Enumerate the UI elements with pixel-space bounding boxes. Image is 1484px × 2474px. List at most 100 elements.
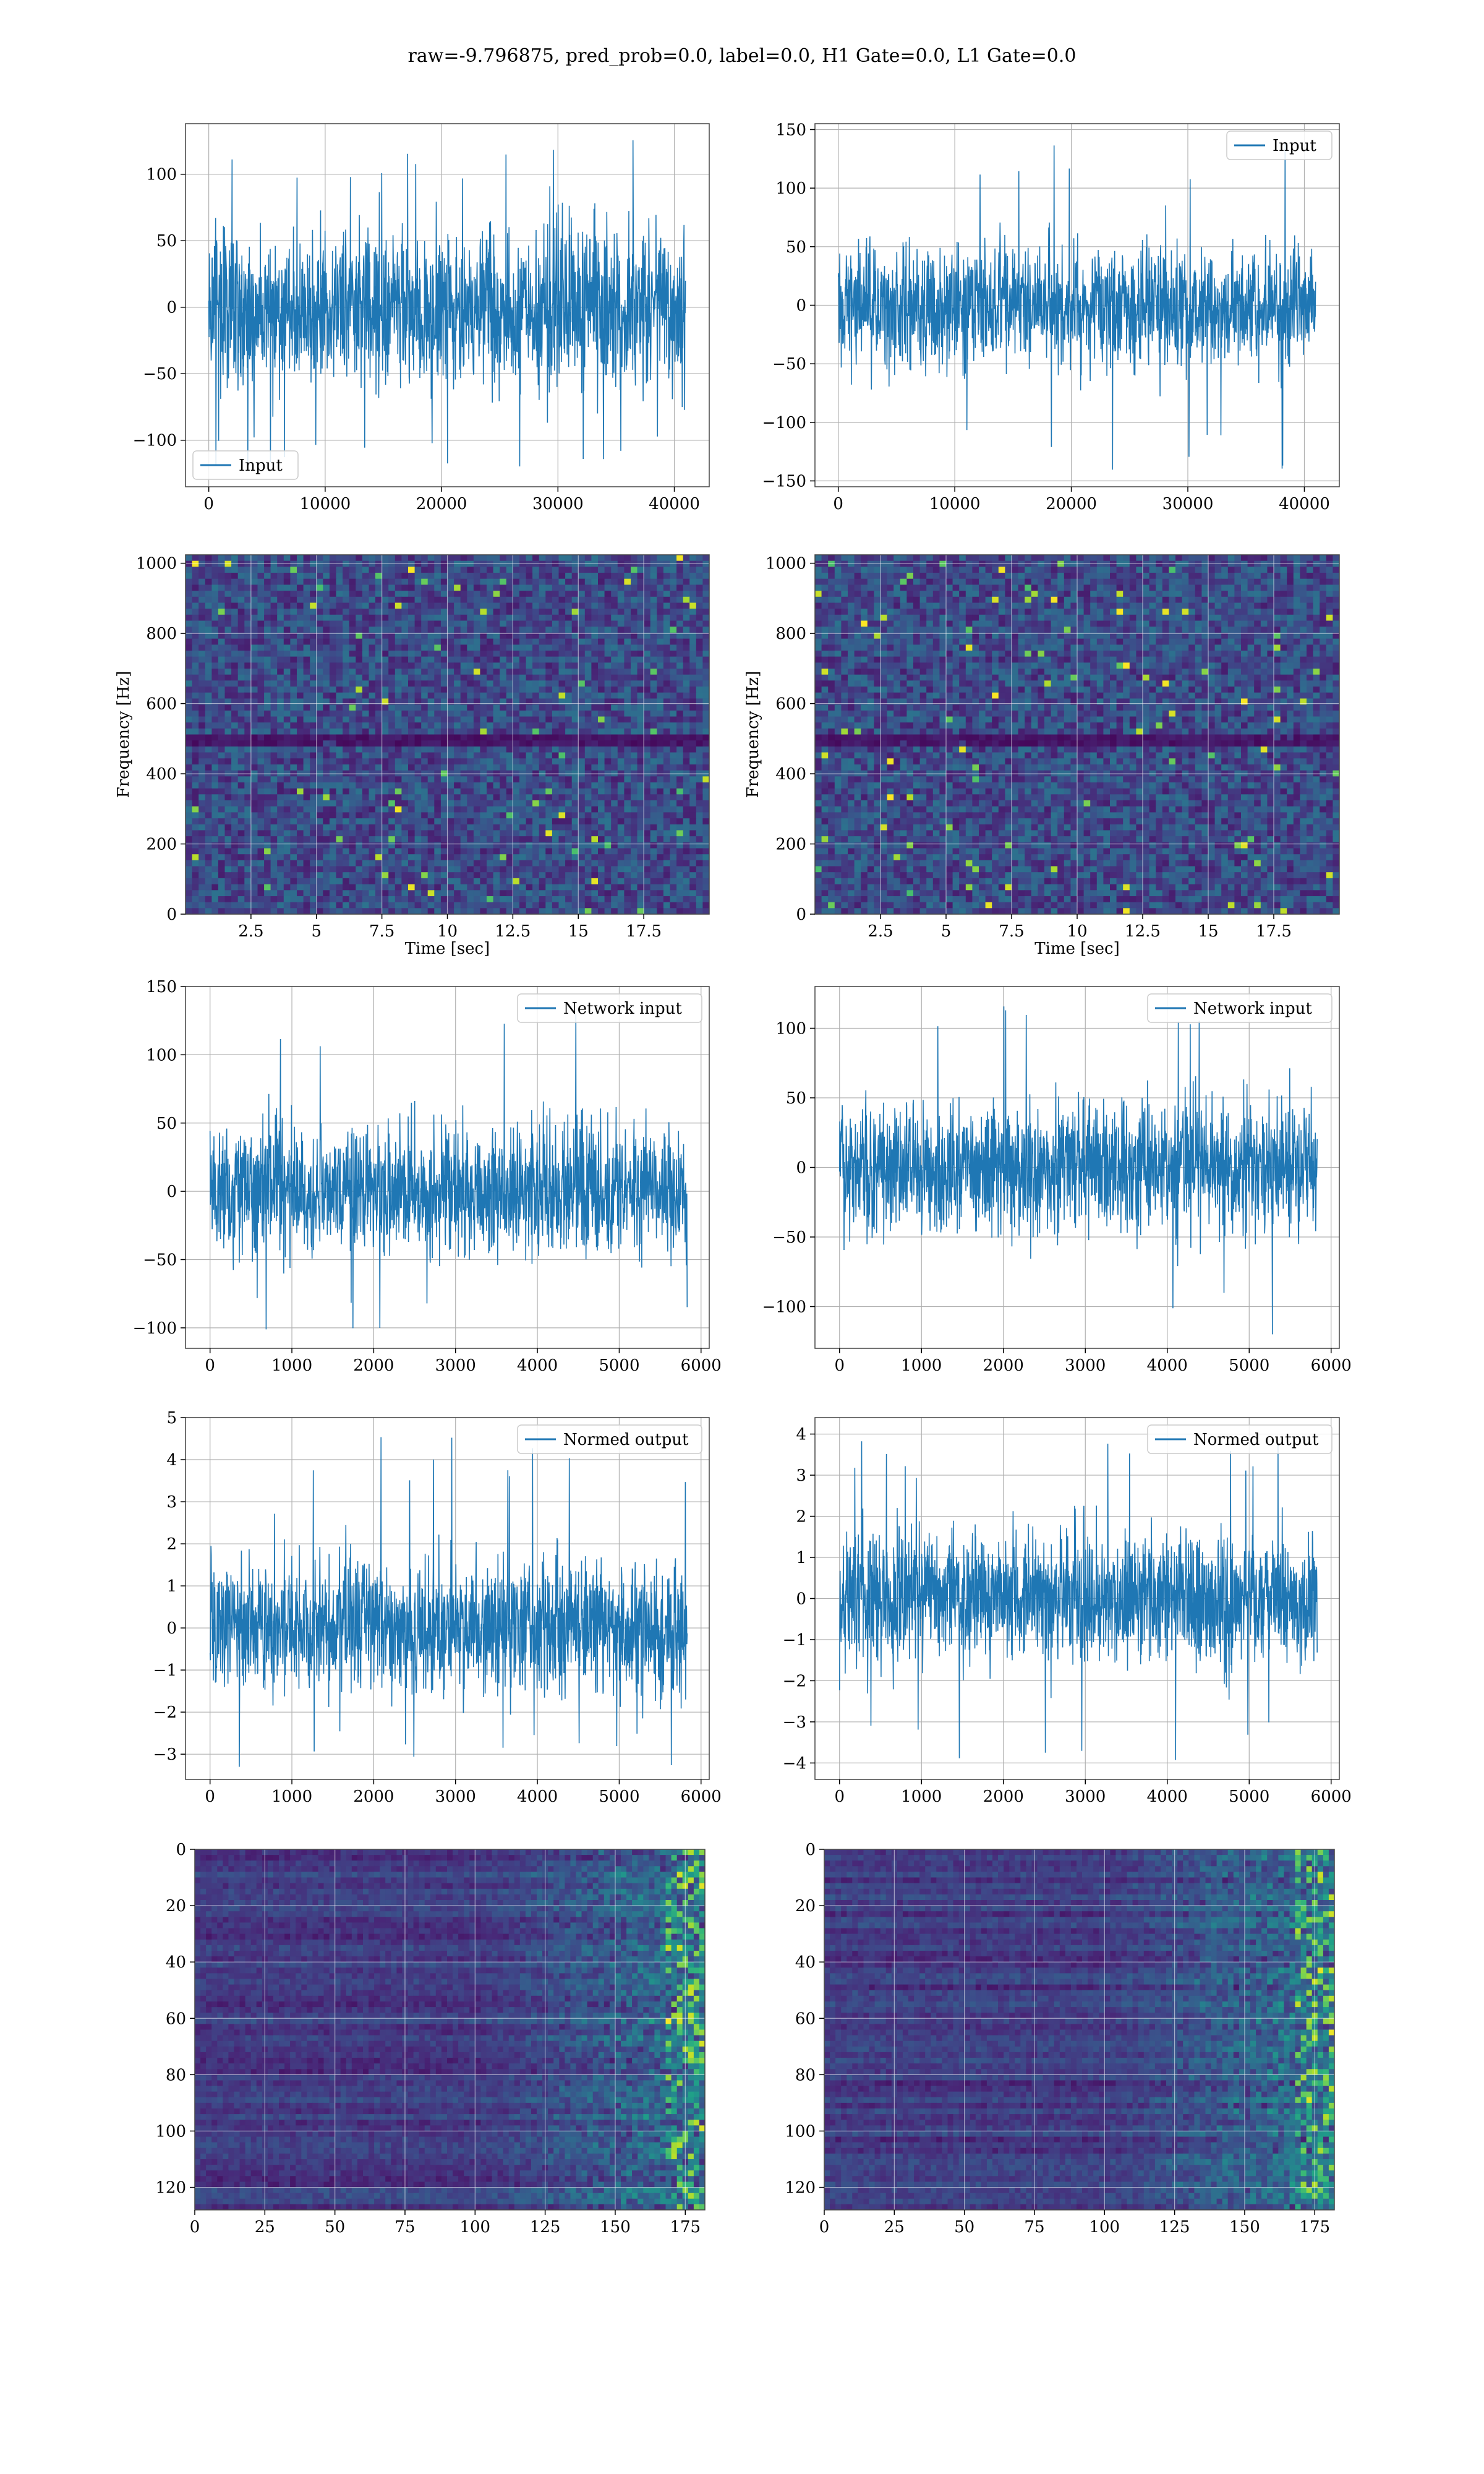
series-line: [839, 1441, 1318, 1760]
x-tick-label: 175: [1299, 2218, 1330, 2236]
x-tick-label: 15: [1198, 922, 1218, 941]
x-tick-label: 3000: [435, 1356, 476, 1375]
series-line: [209, 1437, 688, 1767]
subplot-p9: 0 25 50 75 100 125 150 175 0 20 40 60 80 100 120: [155, 1841, 706, 2236]
axes-frame: [194, 1849, 706, 2211]
x-tick-label: 5000: [599, 1787, 639, 1806]
y-tick-label: −4: [783, 1754, 806, 1773]
x-tick-label: 0: [833, 495, 843, 513]
x-tick-label: 50: [325, 2218, 345, 2236]
x-tick-label: 4000: [1147, 1356, 1188, 1375]
x-tick-label: 2000: [983, 1787, 1024, 1806]
y-tick-label: 60: [795, 2010, 816, 2028]
heatmap-cells: [186, 555, 709, 914]
x-tick-label: 0: [819, 2218, 830, 2236]
y-tick-label: 100: [775, 1020, 806, 1038]
x-tick-label: 2000: [983, 1356, 1024, 1375]
x-tick-label: 4000: [1147, 1787, 1188, 1806]
x-tick-label: 3000: [435, 1787, 476, 1806]
x-tick-label: 2000: [353, 1787, 394, 1806]
legend: Input: [1226, 131, 1333, 160]
legend-box: [1147, 993, 1333, 1023]
y-tick-label: 80: [795, 2066, 816, 2084]
y-tick-label: 0: [176, 1841, 186, 1859]
legend: Normed output: [1147, 1424, 1333, 1454]
heatmap-cells: [815, 555, 1339, 914]
y-tick-label: 0: [796, 905, 806, 924]
y-axis-label: Frequency [Hz]: [744, 671, 762, 798]
x-tick-label: 25: [255, 2218, 275, 2236]
x-tick-label: 175: [670, 2218, 701, 2236]
y-tick-label: 2: [796, 1508, 806, 1526]
x-tick-label: 3000: [1065, 1787, 1106, 1806]
y-tick-label: −50: [772, 355, 806, 374]
subplot-p7: Normed output 0 1000 2000 3000 4000 5000 6000 −3…: [153, 1409, 722, 1806]
y-tick-label: 800: [775, 625, 806, 643]
x-tick-label: 25: [884, 2218, 905, 2236]
y-tick-label: 50: [156, 1115, 177, 1133]
y-tick-label: 0: [796, 1590, 806, 1609]
y-tick-label: 50: [156, 232, 177, 250]
legend-box: [517, 993, 702, 1023]
x-tick-label: 15: [568, 922, 589, 941]
x-tick-label: 17.5: [1256, 922, 1292, 941]
heatmap-cells: [824, 1849, 1334, 2210]
y-tick-label: 20: [795, 1897, 816, 1915]
x-tick-label: 5000: [599, 1356, 639, 1375]
x-tick-label: 1000: [901, 1356, 942, 1375]
y-tick-label: 2: [166, 1535, 177, 1554]
x-tick-label: 0: [203, 495, 214, 513]
x-tick-label: 2.5: [868, 922, 893, 941]
x-tick-label: 17.5: [626, 922, 662, 941]
x-tick-label: 6000: [1311, 1356, 1352, 1375]
legend-label: Input: [1273, 137, 1316, 155]
x-tick-label: 0: [834, 1787, 845, 1806]
series-line: [209, 1014, 688, 1330]
y-tick-label: 400: [775, 765, 806, 784]
x-tick-label: 0: [205, 1356, 215, 1375]
legend-box: [1226, 131, 1333, 160]
series-line: [837, 141, 1316, 470]
y-tick-label: −50: [143, 1251, 177, 1270]
y-tick-label: 1: [796, 1549, 806, 1567]
x-tick-label: 20000: [416, 495, 467, 513]
x-tick-label: 20000: [1046, 495, 1097, 513]
y-tick-label: −100: [762, 414, 806, 432]
x-tick-label: 2000: [353, 1356, 394, 1375]
y-tick-label: −3: [783, 1713, 806, 1732]
x-tick-label: 6000: [681, 1356, 722, 1375]
y-tick-label: 150: [775, 121, 806, 139]
x-tick-label: 10000: [300, 495, 351, 513]
y-tick-label: 4: [796, 1426, 806, 1444]
x-tick-label: 4000: [517, 1787, 558, 1806]
x-tick-label: 125: [1159, 2218, 1190, 2236]
axes-frame: [185, 123, 710, 487]
legend-box: [192, 450, 299, 480]
x-tick-label: 150: [1229, 2218, 1260, 2236]
y-tick-label: 100: [785, 2122, 816, 2141]
legend: Network input: [517, 993, 702, 1023]
x-tick-label: 12.5: [1125, 922, 1161, 941]
x-tick-label: 3000: [1065, 1356, 1106, 1375]
x-tick-label: 7.5: [369, 922, 394, 941]
x-tick-label: 1000: [901, 1787, 942, 1806]
x-tick-label: 50: [954, 2218, 974, 2236]
x-axis-label: Time [sec]: [405, 940, 490, 958]
x-tick-label: 100: [459, 2218, 490, 2236]
subplot-p10: 0 25 50 75 100 125 150 175 0 20 40 60 80 100 120: [785, 1841, 1335, 2236]
y-tick-label: 100: [146, 166, 177, 184]
y-tick-label: 0: [166, 1619, 177, 1638]
y-tick-label: 4: [166, 1451, 177, 1470]
y-tick-label: −2: [153, 1703, 177, 1722]
y-tick-label: 0: [166, 905, 177, 924]
x-tick-label: 5000: [1229, 1356, 1269, 1375]
x-tick-label: 5000: [1229, 1787, 1269, 1806]
x-tick-label: 6000: [681, 1787, 722, 1806]
y-tick-label: 800: [146, 625, 177, 643]
y-tick-label: 50: [786, 1089, 806, 1108]
x-tick-label: 40000: [1279, 495, 1330, 513]
y-tick-label: −100: [133, 432, 177, 450]
x-tick-label: 2.5: [238, 922, 263, 941]
